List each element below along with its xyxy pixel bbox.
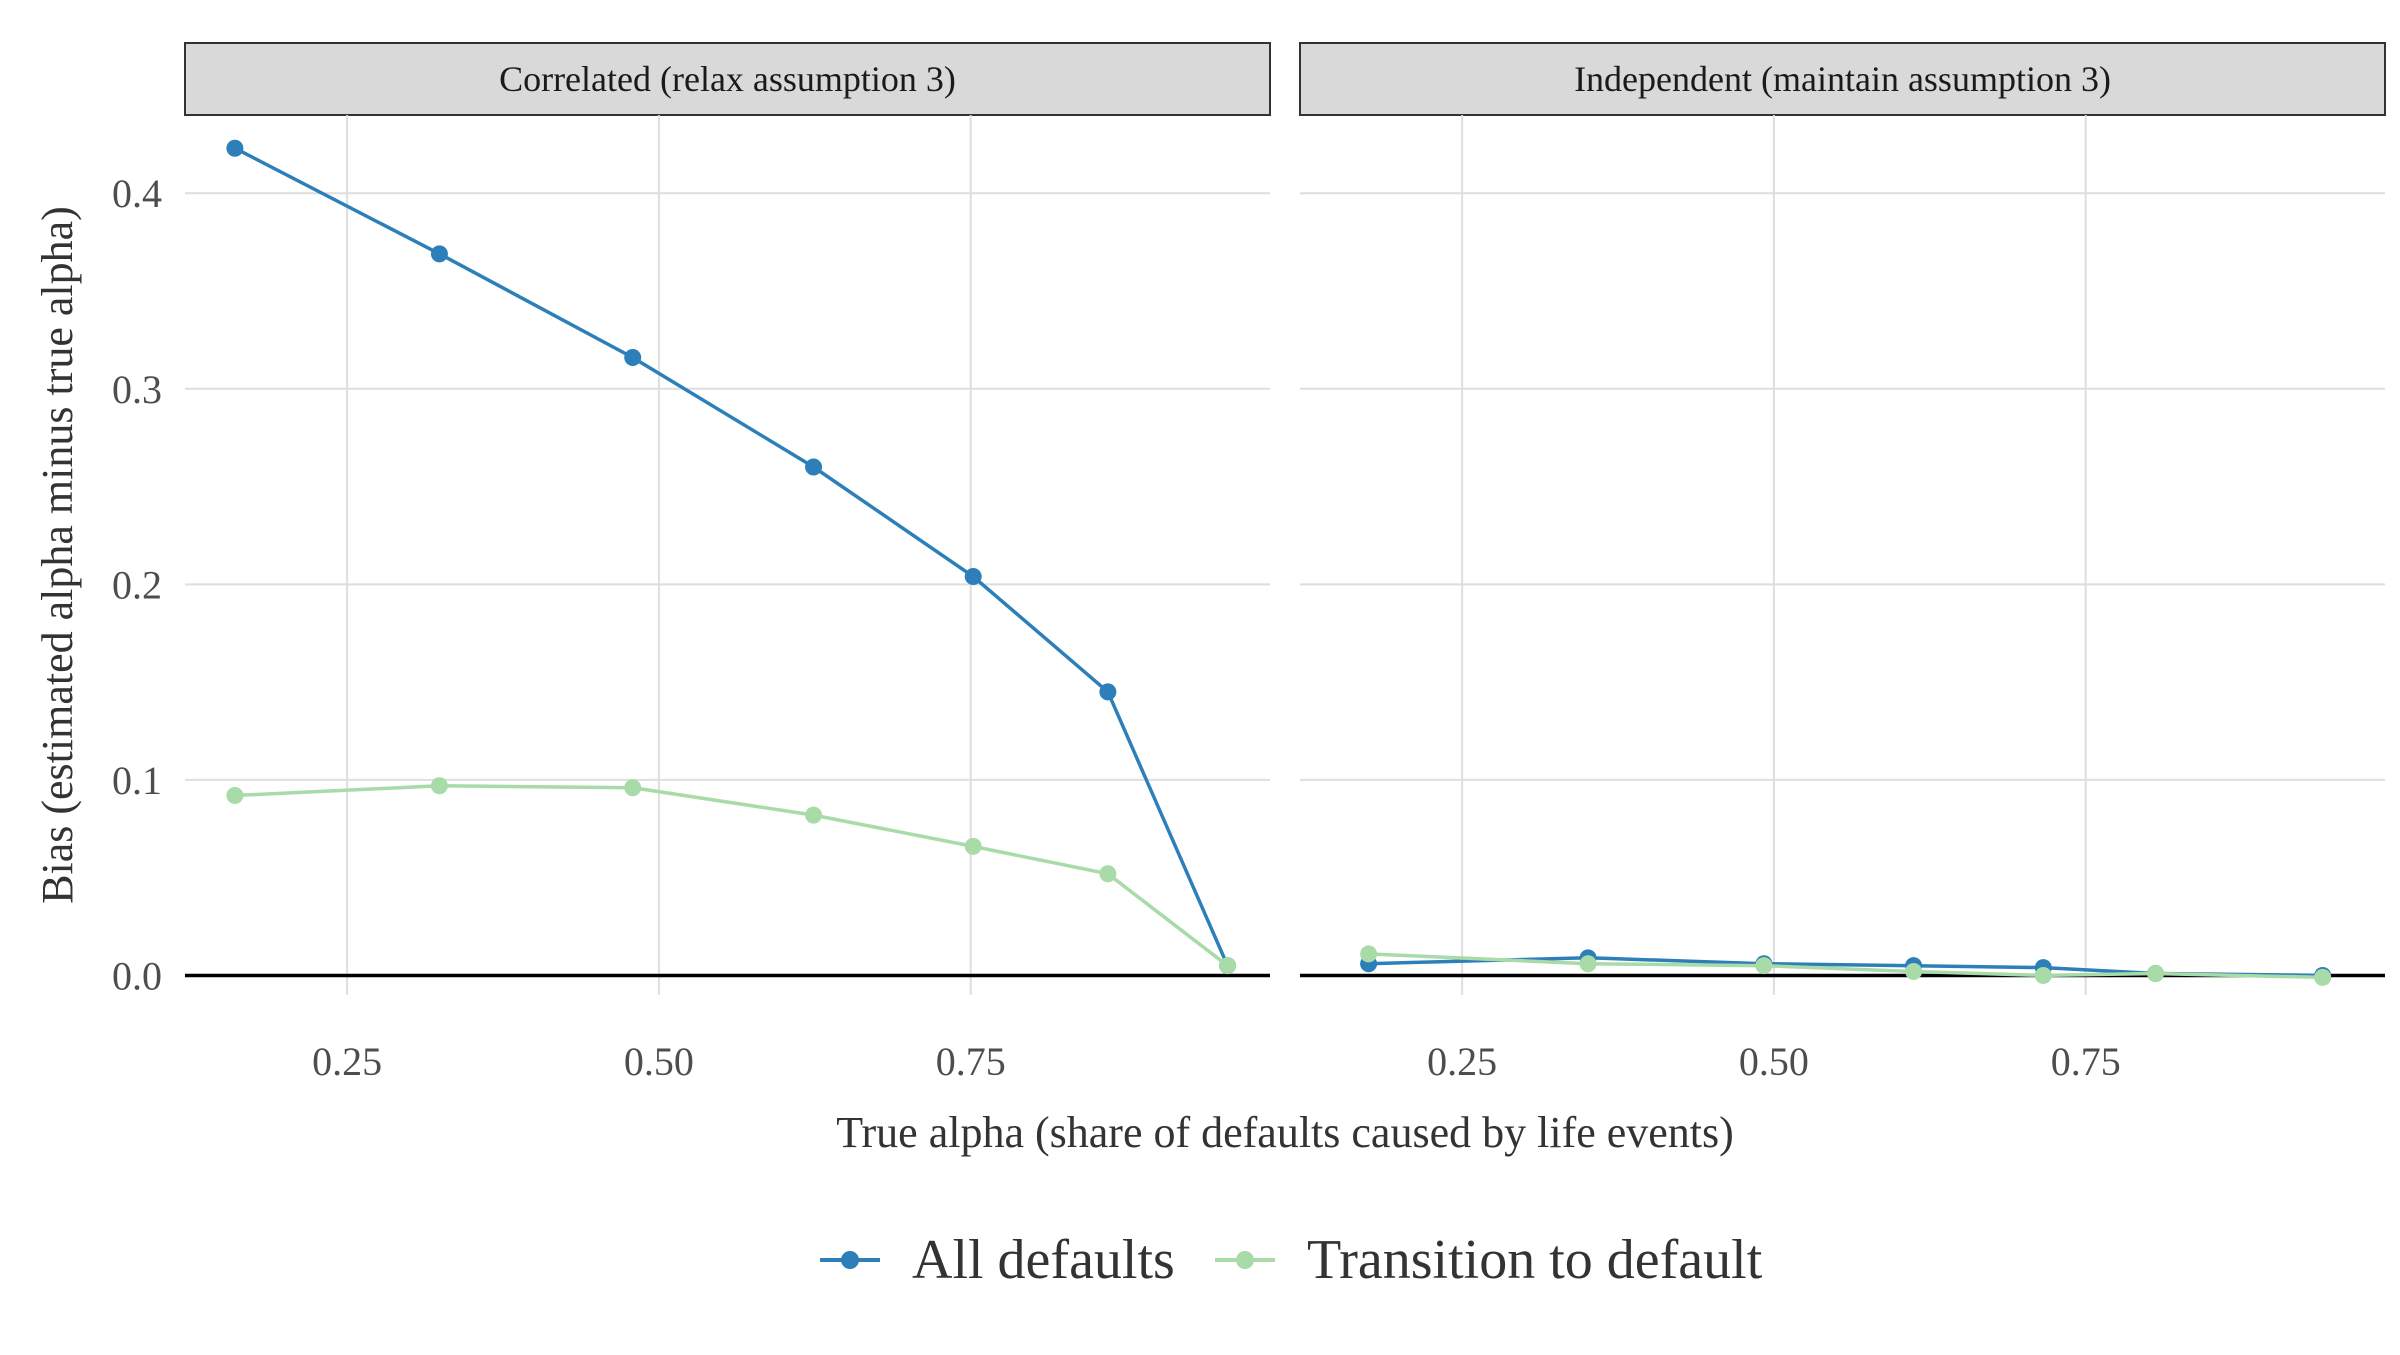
- legend-item: All defaults: [820, 1229, 1175, 1291]
- facet-strip: [184, 42, 1271, 116]
- series-line: [234, 784, 1229, 968]
- y-tick-label: 0.4: [112, 171, 162, 216]
- series-all-defaults: [1360, 949, 2332, 984]
- x-tick-label: 0.75: [936, 1039, 1006, 1084]
- y-tick-label: 0.0: [112, 953, 162, 998]
- y-tick-label: 0.2: [112, 562, 162, 607]
- x-tick-label: 0.50: [1739, 1039, 1809, 1084]
- legend-label: Transition to default: [1307, 1229, 1763, 1291]
- data-point: [624, 348, 642, 366]
- y-axis-title: Bias (estimated alpha minus true alpha): [33, 206, 82, 904]
- data-point: [430, 245, 448, 263]
- data-point: [1579, 955, 1597, 973]
- data-point: [1099, 865, 1117, 883]
- facet-title: Correlated (relax assumption 3): [499, 59, 956, 99]
- data-point: [805, 458, 823, 476]
- data-point: [805, 806, 823, 824]
- data-point: [964, 837, 982, 855]
- facet-title: Independent (maintain assumption 3): [1574, 59, 2111, 99]
- y-tick-label: 0.3: [112, 367, 162, 412]
- data-point: [2314, 968, 2332, 986]
- data-point: [430, 777, 448, 795]
- data-point: [964, 568, 982, 586]
- data-point: [226, 787, 244, 805]
- legend-key-marker: [841, 1251, 859, 1269]
- series-all-defaults: [226, 139, 1237, 975]
- data-point: [1360, 945, 1378, 963]
- facet-panel-2: Independent (maintain assumption 3) 0.25 0…: [1299, 42, 2386, 1084]
- data-point: [624, 779, 642, 797]
- y-tick-label: 0.1: [112, 758, 162, 803]
- data-point: [1905, 963, 1923, 981]
- x-tick-label: 0.25: [312, 1039, 382, 1084]
- data-point: [1099, 683, 1117, 701]
- data-point: [1755, 957, 1773, 975]
- series-transition-to-default: [1360, 945, 2332, 986]
- x-axis-title: True alpha (share of defaults caused by …: [836, 1108, 1734, 1157]
- data-point: [2034, 966, 2052, 984]
- legend-label: All defaults: [912, 1229, 1175, 1291]
- x-tick-label: 0.50: [624, 1039, 694, 1084]
- x-tick-label: 0.25: [1427, 1039, 1497, 1084]
- data-point: [226, 139, 244, 157]
- legend-item: Transition to default: [1215, 1229, 1763, 1291]
- legend: All defaults Transition to default: [820, 1229, 1763, 1291]
- x-tick-label: 0.75: [2051, 1039, 2121, 1084]
- facet-panel-1: Correlated (relax assumption 3) 0.25 0.50 0…: [184, 42, 1271, 1084]
- legend-key-marker: [1236, 1251, 1254, 1269]
- series-transition-to-default: [226, 777, 1237, 975]
- data-point: [2147, 964, 2165, 982]
- series-line: [234, 146, 1230, 967]
- facet-strip: [1299, 42, 2386, 116]
- data-point: [1219, 957, 1237, 975]
